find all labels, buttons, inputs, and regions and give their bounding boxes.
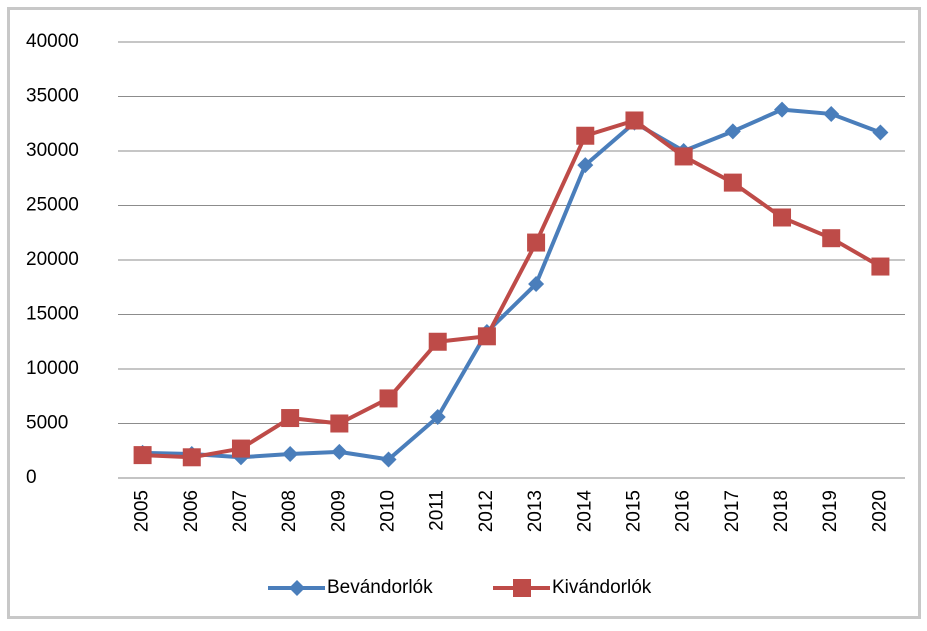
x-tick-label: 2019: [820, 490, 841, 532]
data-point: [576, 126, 595, 145]
legend-marker: [289, 580, 305, 596]
data-point: [281, 409, 300, 428]
data-point: [773, 208, 792, 227]
x-tick-label: 2012: [476, 490, 497, 532]
x-tick-label: 2020: [869, 490, 890, 532]
x-tick-label: 2009: [328, 490, 349, 532]
data-point: [823, 105, 840, 122]
x-tick-label: 2016: [673, 490, 694, 532]
data-point: [577, 157, 594, 174]
y-tick-label: 0: [26, 467, 37, 488]
x-tick-label: 2017: [722, 490, 743, 532]
data-point: [724, 123, 741, 140]
x-tick-label: 2007: [230, 490, 251, 532]
y-tick-label: 25000: [26, 195, 79, 216]
data-point: [182, 448, 201, 467]
x-tick-label: 2008: [279, 490, 300, 532]
x-tick-label: 2010: [378, 490, 399, 532]
data-point: [133, 446, 152, 465]
y-tick-label: 10000: [26, 358, 79, 379]
data-point: [331, 443, 348, 460]
x-tick-label: 2013: [525, 490, 546, 532]
x-tick-label: 2015: [623, 490, 644, 532]
data-point: [330, 414, 349, 433]
y-tick-label: 30000: [26, 140, 79, 161]
data-point: [231, 439, 250, 458]
data-point: [282, 446, 299, 463]
series-line: [142, 118, 882, 460]
data-point: [872, 124, 889, 141]
series-line: [142, 107, 882, 462]
x-tick-label: 2006: [181, 490, 202, 532]
data-point: [380, 451, 397, 468]
chart-frame: [7, 7, 921, 619]
data-point: [822, 229, 841, 248]
legend-label: Bevándorlók: [327, 577, 433, 598]
data-point: [774, 101, 791, 118]
data-point: [428, 332, 447, 351]
data-point: [379, 389, 398, 408]
data-point: [477, 327, 496, 346]
y-tick-label: 20000: [26, 249, 79, 270]
data-point: [871, 257, 890, 276]
data-point: [527, 233, 546, 252]
x-tick-label: 2014: [574, 490, 595, 533]
x-tick-label: 2005: [132, 490, 153, 532]
y-tick-label: 15000: [26, 304, 79, 325]
x-tick-label: 2011: [427, 490, 448, 531]
legend-marker: [513, 579, 531, 597]
y-tick-label: 35000: [26, 86, 79, 107]
y-tick-label: 40000: [26, 31, 79, 52]
legend-label: Kivándorlók: [552, 577, 652, 598]
y-tick-label: 5000: [26, 413, 68, 434]
data-point: [528, 275, 545, 292]
data-point: [625, 111, 644, 130]
data-point: [723, 173, 742, 192]
x-tick-label: 2018: [771, 490, 792, 532]
data-point: [674, 147, 693, 166]
data-point: [429, 408, 446, 425]
